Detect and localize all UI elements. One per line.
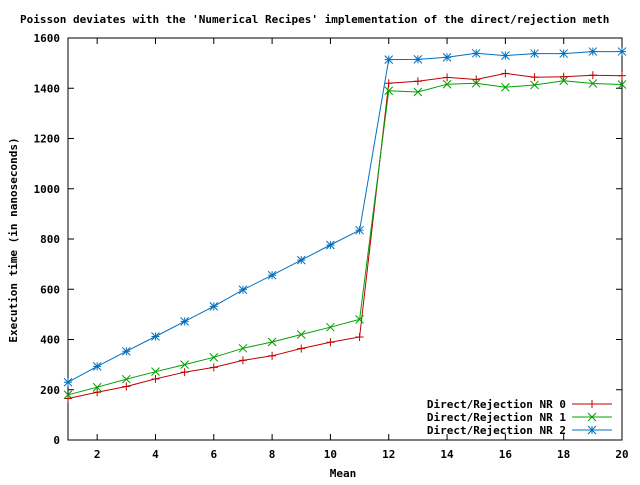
data-point [617, 80, 627, 89]
data-point [471, 78, 481, 88]
data-point [296, 255, 306, 265]
y-tick-label: 1400 [34, 82, 61, 95]
x-tick-label: 14 [440, 448, 454, 461]
data-point [268, 351, 277, 360]
legend-marker [588, 400, 596, 408]
data-point [297, 344, 306, 353]
data-point [180, 317, 189, 326]
series-2 [63, 47, 627, 387]
y-axis-label: Execution time (in nanoseconds) [7, 137, 20, 342]
data-point [384, 86, 394, 96]
x-tick-label: 20 [615, 448, 628, 461]
data-point [588, 79, 598, 88]
data-point [355, 225, 364, 235]
legend-marker [587, 425, 597, 435]
data-point [530, 80, 539, 90]
data-point [238, 343, 248, 353]
y-tick-label: 1600 [34, 32, 61, 45]
x-tick-label: 2 [94, 448, 101, 461]
x-axis-label: Mean [330, 467, 357, 480]
data-point [618, 71, 626, 80]
x-tick-label: 10 [324, 448, 337, 461]
data-point [122, 382, 131, 391]
series-1 [63, 76, 627, 400]
data-point [64, 394, 72, 403]
data-point [384, 55, 394, 64]
legend-marker [587, 412, 597, 422]
data-point [384, 79, 393, 88]
data-point [121, 346, 131, 356]
data-point [472, 75, 481, 84]
series-0 [64, 69, 626, 403]
series-line [67, 51, 622, 383]
chart-title: Poisson deviates with the 'Numerical Rec… [20, 13, 609, 26]
legend-label: Direct/Rejection NR 0 [427, 398, 566, 411]
x-tick-label: 6 [210, 448, 217, 461]
data-point [151, 332, 160, 341]
data-point [442, 52, 452, 62]
data-point [238, 356, 247, 365]
data-point [501, 69, 510, 78]
plot-series [63, 47, 627, 403]
data-point [442, 79, 452, 89]
data-point [471, 48, 481, 58]
data-point [326, 240, 335, 250]
x-tick-label: 16 [499, 448, 513, 461]
data-point [180, 368, 189, 377]
data-point [267, 270, 277, 280]
data-point [63, 377, 73, 387]
data-point [92, 362, 102, 371]
data-point [559, 72, 568, 81]
data-point [92, 382, 102, 392]
legend-label: Direct/Rejection NR 1 [427, 411, 566, 424]
x-tick-label: 12 [382, 448, 395, 461]
data-point [326, 322, 335, 332]
y-tick-label: 0 [53, 434, 60, 447]
data-point [93, 388, 102, 397]
data-point [121, 374, 131, 384]
x-tick-label: 8 [269, 448, 276, 461]
data-point [413, 77, 422, 86]
axes: 0 200 400 600 800 1000 1200 1400 1600 2 4 6 8 10 12 14 1… [34, 32, 629, 461]
y-tick-label: 200 [40, 384, 60, 397]
y-tick-label: 600 [40, 283, 60, 296]
data-point [413, 55, 423, 64]
x-tick-label: 4 [152, 448, 159, 461]
data-point [63, 390, 73, 400]
data-point [151, 374, 160, 383]
data-point [443, 73, 452, 82]
data-point [209, 363, 218, 372]
data-point [296, 330, 306, 339]
data-point [326, 338, 335, 347]
data-point [180, 360, 189, 369]
data-point [267, 337, 277, 347]
data-point [559, 49, 569, 58]
x-tick-label: 18 [557, 448, 570, 461]
data-point [209, 352, 219, 362]
data-point [238, 285, 248, 295]
data-point [588, 47, 598, 56]
y-tick-label: 1200 [34, 133, 61, 146]
data-point [530, 73, 539, 82]
y-tick-label: 1000 [34, 183, 61, 196]
data-point [559, 76, 569, 86]
data-point [501, 82, 510, 92]
data-point [501, 51, 510, 60]
data-point [355, 315, 364, 324]
data-point [355, 332, 364, 341]
y-tick-label: 800 [40, 233, 60, 246]
legend-label: Direct/Rejection NR 2 [427, 424, 566, 437]
data-point [413, 87, 423, 97]
y-tick-label: 400 [40, 334, 60, 347]
series-line [67, 72, 623, 399]
data-point [530, 49, 539, 58]
data-point [209, 301, 219, 311]
data-point [151, 367, 160, 377]
data-point [588, 71, 597, 80]
data-point [617, 47, 627, 56]
series-line [67, 80, 623, 396]
